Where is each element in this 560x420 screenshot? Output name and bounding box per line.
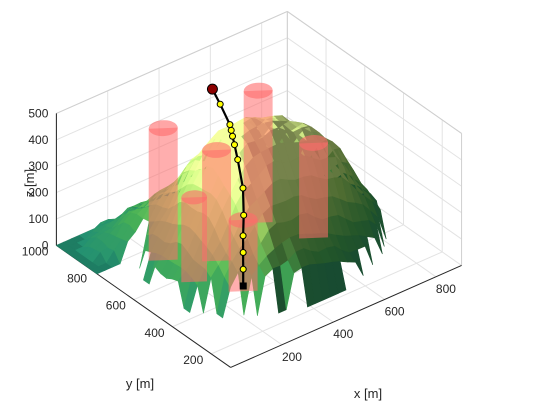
terrain-patch <box>372 201 387 240</box>
obstacle-cylinder <box>202 142 231 262</box>
obstacle-side <box>299 142 328 239</box>
obstacle-top <box>181 190 207 205</box>
path-waypoint <box>229 132 237 140</box>
y-tick-label: 400 <box>145 326 165 340</box>
flight-path <box>206 83 248 290</box>
path-waypoint <box>216 100 224 108</box>
z-tick-label: 300 <box>28 159 48 173</box>
y-tick-label: 1000 <box>22 244 49 258</box>
z-tick-label: 100 <box>28 212 48 226</box>
obstacle-cylinder <box>181 190 207 283</box>
path-waypoint <box>239 248 247 256</box>
z-tick-label: 200 <box>28 186 48 200</box>
obstacle-side <box>181 196 207 283</box>
path-waypoint <box>234 156 242 164</box>
path-waypoint <box>240 211 248 219</box>
x-tick-label: 200 <box>282 350 302 364</box>
obstacle-top <box>148 120 178 137</box>
grid-line <box>287 63 462 187</box>
x-tick-label: 600 <box>385 304 405 318</box>
path-waypoint <box>230 141 238 149</box>
obstacle-top <box>299 135 328 151</box>
terrain-patch <box>349 248 364 276</box>
grid-line <box>56 37 288 141</box>
path-waypoint <box>239 265 247 273</box>
path-waypoint <box>239 232 247 240</box>
x-axis-label: x [m] <box>354 386 382 401</box>
y-tick-label: 200 <box>183 353 203 367</box>
obstacle-top <box>202 142 231 158</box>
y-tick-label: 600 <box>106 299 126 313</box>
path-waypoint <box>226 121 234 129</box>
obstacle-cylinder <box>299 135 328 239</box>
path-waypoint <box>227 126 235 134</box>
obstacle-side <box>243 90 273 224</box>
y-tick-label: 800 <box>67 272 87 286</box>
z-tick-label: 500 <box>28 106 48 120</box>
obstacle-side <box>202 149 231 262</box>
path-end-marker <box>206 83 218 95</box>
z-tick-label: 0 <box>42 238 49 252</box>
obstacle-side <box>148 127 178 261</box>
y-axis-label: y [m] <box>126 376 154 391</box>
x-tick-label: 400 <box>333 327 353 341</box>
obstacle-top <box>243 82 273 99</box>
axis-box-edge <box>287 11 462 134</box>
grid-line <box>56 63 288 167</box>
path-start-marker <box>239 282 247 290</box>
path-waypoint <box>239 184 247 192</box>
obstacle-cylinder <box>148 120 178 261</box>
obstacle-cylinder <box>243 82 273 224</box>
z-axis-label: z [m] <box>22 169 37 197</box>
grid-line <box>287 37 462 161</box>
z-tick-label: 400 <box>28 133 48 147</box>
x-tick-label: 800 <box>436 282 456 296</box>
x-axis-line <box>230 265 462 368</box>
grid-line <box>211 251 443 355</box>
axis-box-edge <box>56 10 288 114</box>
grid-line <box>287 90 462 214</box>
